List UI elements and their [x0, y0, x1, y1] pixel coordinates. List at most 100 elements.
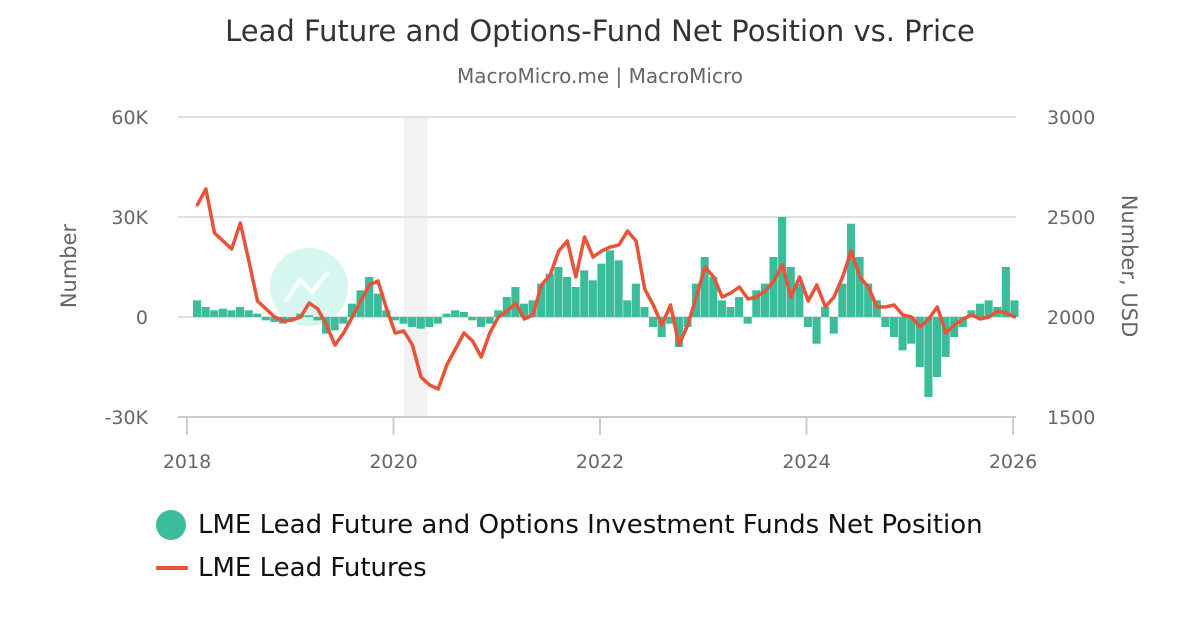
- net-position-bar: [640, 307, 649, 317]
- net-position-bar: [571, 287, 580, 317]
- lead-futures-point: [755, 295, 759, 299]
- net-position-bar: [373, 293, 382, 317]
- lead-futures-point: [557, 249, 561, 253]
- left-axis-title: Number: [57, 223, 81, 308]
- lead-futures-point: [264, 307, 268, 311]
- net-position-bar: [717, 300, 726, 317]
- legend-label: LME Lead Future and Options Investment F…: [198, 510, 983, 540]
- net-position-bar: [227, 310, 236, 317]
- lead-futures-point: [669, 303, 673, 307]
- net-position-bar: [855, 257, 864, 317]
- lead-futures-point: [195, 203, 199, 207]
- net-position-bar: [416, 317, 425, 329]
- net-position-bar: [451, 310, 460, 317]
- lead-futures-point: [720, 295, 724, 299]
- net-position-bar: [588, 280, 597, 317]
- net-position-bar: [1001, 267, 1010, 317]
- lead-futures-point: [393, 331, 397, 335]
- net-position-bar: [218, 308, 227, 317]
- net-position-bar: [433, 317, 443, 324]
- lead-futures-point: [961, 317, 965, 321]
- net-position-bar: [236, 307, 245, 317]
- net-position-bar: [519, 303, 529, 317]
- net-position-bar: [347, 303, 356, 317]
- lead-futures-point: [496, 315, 500, 319]
- lead-futures-point: [505, 309, 509, 313]
- right-tick-label: 2500: [1047, 207, 1095, 229]
- x-tick-label: 2020: [369, 451, 417, 473]
- left-tick-label: 60K: [111, 107, 148, 129]
- legend-item-lead-futures[interactable]: LME Lead Futures: [156, 553, 427, 583]
- lead-futures-point: [342, 331, 346, 335]
- lead-futures-point: [307, 301, 311, 305]
- lead-futures-point: [841, 275, 845, 279]
- net-position-bar: [958, 317, 967, 327]
- net-position-bar: [253, 313, 262, 317]
- net-position-bar: [795, 283, 804, 317]
- lead-futures-point: [479, 355, 483, 359]
- net-position-bar: [674, 317, 683, 347]
- lead-futures-point: [204, 187, 208, 191]
- net-position-bar: [528, 300, 537, 317]
- lead-futures-point: [273, 315, 277, 319]
- lead-futures-point: [806, 299, 810, 303]
- chart-title: Lead Future and Options-Fund Net Positio…: [225, 14, 975, 48]
- lead-futures-point: [892, 303, 896, 307]
- net-position-bar: [657, 317, 666, 337]
- net-position-bar: [606, 250, 615, 317]
- net-position-bar: [829, 317, 838, 334]
- net-position-bar: [941, 317, 950, 357]
- net-position-bar: [425, 317, 434, 327]
- lead-futures-point: [299, 315, 303, 319]
- lead-futures-point: [221, 239, 225, 243]
- net-position-bar: [821, 307, 830, 317]
- lead-futures-point: [901, 313, 905, 317]
- left-tick-label: 30K: [111, 207, 148, 229]
- net-position-bar: [889, 317, 899, 337]
- recession-shade: [403, 117, 428, 417]
- net-position-bar: [330, 317, 339, 331]
- net-position-bar: [459, 312, 468, 317]
- lead-futures-point: [281, 319, 285, 323]
- net-position-bar: [812, 317, 821, 344]
- legend-marker-circle-icon: [156, 510, 186, 540]
- right-axis-title: Number, USD: [1117, 195, 1141, 338]
- net-position-bar: [201, 307, 210, 317]
- lead-futures-point: [608, 245, 612, 249]
- net-position-bar: [193, 300, 202, 317]
- net-position-bar: [442, 313, 451, 317]
- net-position-bar: [365, 277, 374, 317]
- legend-item-net-position[interactable]: LME Lead Future and Options Investment F…: [156, 510, 983, 540]
- lead-futures-point: [823, 305, 827, 309]
- lead-futures-point: [316, 307, 320, 311]
- net-position-bar: [726, 307, 735, 317]
- lead-futures-point: [643, 287, 647, 291]
- lead-futures-point: [445, 363, 449, 367]
- lead-futures-point: [995, 309, 999, 313]
- net-position-bar: [907, 317, 916, 344]
- net-position-bar: [881, 317, 890, 327]
- lead-futures-point: [798, 275, 802, 279]
- net-position-bar: [210, 310, 219, 317]
- lead-futures-point: [488, 331, 492, 335]
- lead-futures-point: [324, 323, 328, 327]
- lead-futures-point: [737, 285, 741, 289]
- lead-futures-point: [574, 275, 578, 279]
- lead-futures-point: [402, 329, 406, 333]
- lead-futures-point: [780, 263, 784, 267]
- lead-futures-point: [238, 221, 242, 225]
- lead-futures-point: [376, 279, 380, 283]
- net-position-bar: [399, 317, 408, 324]
- lead-futures-point: [634, 239, 638, 243]
- lead-futures-point: [1013, 315, 1017, 319]
- lead-futures-point: [471, 339, 475, 343]
- lead-futures-point: [531, 313, 535, 317]
- right-tick-label: 2000: [1047, 307, 1095, 329]
- lead-futures-point: [367, 283, 371, 287]
- x-tick-label: 2024: [782, 451, 830, 473]
- net-position-bar: [468, 317, 477, 321]
- net-position-bar: [537, 283, 546, 317]
- lead-futures-point: [978, 317, 982, 321]
- lead-futures-point: [918, 325, 922, 329]
